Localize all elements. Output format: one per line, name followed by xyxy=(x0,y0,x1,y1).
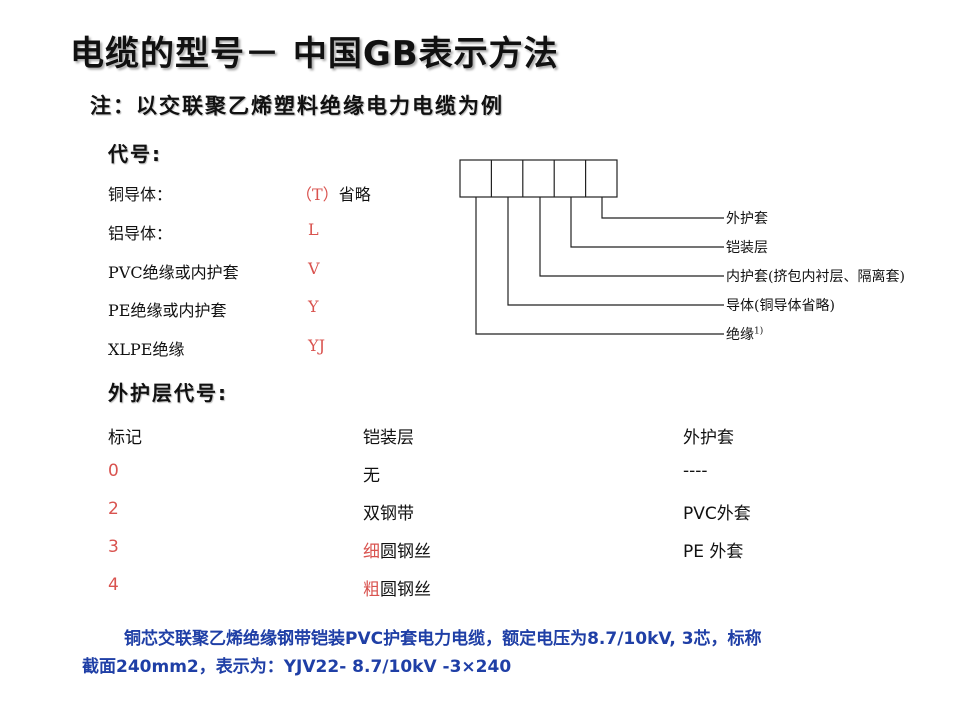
diagram-label: 铠装层 xyxy=(726,240,768,256)
armor-cell: 双钢带 xyxy=(363,499,414,524)
code-boxes xyxy=(459,159,618,198)
example-line-1: 铜芯交联聚乙烯绝缘钢带铠装PVC护套电力电缆，额定电压为8.7/10kV, 3芯… xyxy=(124,629,762,649)
sheath-heading: 外护层代号: xyxy=(108,381,228,405)
mark-cell: 3 xyxy=(108,537,119,557)
armor-cell: 细圆钢丝 xyxy=(363,537,431,562)
code-label: PE绝缘或内护套 xyxy=(108,301,227,320)
armor-text: 圆钢丝 xyxy=(380,580,431,600)
armor-cell: 无 xyxy=(363,461,380,486)
slide-title: 电缆的型号－ 中国GB表示方法 xyxy=(70,34,559,74)
code-label: PVC绝缘或内护套 xyxy=(108,263,239,282)
diagram-label: 导体(铜导体省略) xyxy=(726,298,835,314)
sheath-cell: PVC外套 xyxy=(683,504,751,524)
footnote-mark: 1) xyxy=(754,326,764,337)
sheath-cell: PE 外套 xyxy=(683,542,744,562)
code: （T） xyxy=(296,185,339,204)
note: 注：以交联聚乙烯塑料绝缘电力电缆为例 xyxy=(90,94,504,118)
leader-line xyxy=(601,197,724,219)
code-value: （T）省略 xyxy=(296,181,371,205)
code-label: XLPE绝缘 xyxy=(108,340,185,359)
insulation-label: 绝缘 xyxy=(726,327,754,343)
example-line-2: 截面240mm2，表示为：YJV22- 8.7/10kV -3×240 xyxy=(82,657,512,677)
mark-cell: 0 xyxy=(108,461,119,481)
armor-highlight: 粗 xyxy=(363,580,380,600)
armor-highlight: 细 xyxy=(363,542,380,562)
armor-text: 无 xyxy=(363,466,380,486)
diagram-label: 外护套 xyxy=(726,211,768,227)
leader-line xyxy=(539,197,724,277)
code-suffix: 省略 xyxy=(338,185,371,204)
column-header: 外护套 xyxy=(683,428,734,448)
code-label: 铜导体： xyxy=(108,185,173,204)
mark-cell: 4 xyxy=(108,575,119,595)
leader-line xyxy=(507,197,724,306)
column-header: 铠装层 xyxy=(363,428,414,448)
code: Y xyxy=(308,297,319,316)
column-header: 标记 xyxy=(108,428,142,448)
code: L xyxy=(308,220,319,239)
armor-text: 圆钢丝 xyxy=(380,542,431,562)
code: YJ xyxy=(308,336,325,355)
diagram-label: 内护套(挤包内衬层、隔离套) xyxy=(726,269,905,285)
code-label: 铝导体： xyxy=(108,224,173,243)
leader-line xyxy=(570,197,724,248)
leader-line xyxy=(475,197,724,335)
diagram-label: 绝缘1) xyxy=(726,324,763,344)
armor-text: 双钢带 xyxy=(363,504,414,524)
code: V xyxy=(308,259,320,278)
mark-cell: 2 xyxy=(108,499,119,519)
sheath-cell: ---- xyxy=(683,461,708,481)
codes-heading: 代号: xyxy=(108,142,162,166)
armor-cell: 粗圆钢丝 xyxy=(363,575,431,600)
